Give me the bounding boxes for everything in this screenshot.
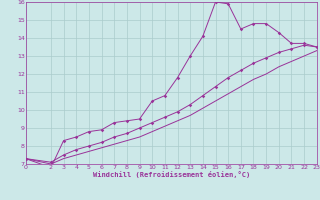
X-axis label: Windchill (Refroidissement éolien,°C): Windchill (Refroidissement éolien,°C)	[92, 171, 250, 178]
